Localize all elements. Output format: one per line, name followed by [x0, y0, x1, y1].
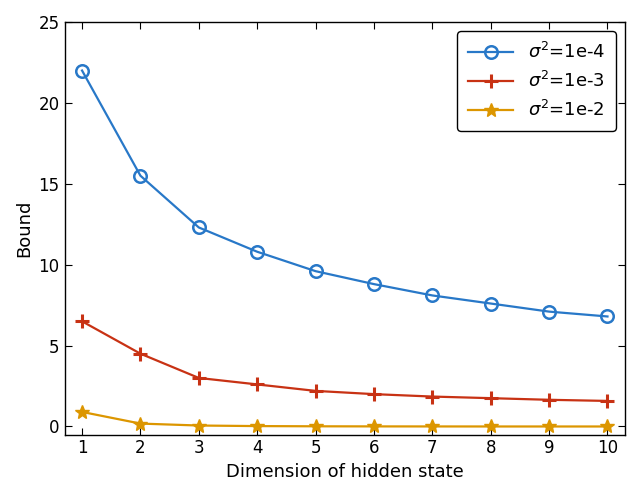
Legend: $\sigma^2$=1e-4, $\sigma^2$=1e-3, $\sigma^2$=1e-2: $\sigma^2$=1e-4, $\sigma^2$=1e-3, $\sigm…: [458, 31, 616, 131]
$\sigma^2$=1e-2: [136, 421, 144, 427]
$\sigma^2$=1e-2: [604, 424, 611, 430]
$\sigma^2$=1e-4: [545, 309, 553, 314]
$\sigma^2$=1e-4: [253, 249, 261, 255]
$\sigma^2$=1e-3: [195, 375, 203, 381]
$\sigma^2$=1e-2: [487, 424, 495, 430]
$\sigma^2$=1e-3: [136, 351, 144, 357]
$\sigma^2$=1e-3: [370, 391, 378, 397]
Line: $\sigma^2$=1e-3: $\sigma^2$=1e-3: [75, 314, 614, 408]
$\sigma^2$=1e-3: [487, 395, 495, 401]
Line: $\sigma^2$=1e-4: $\sigma^2$=1e-4: [76, 64, 614, 323]
$\sigma^2$=1e-4: [136, 173, 144, 179]
$\sigma^2$=1e-2: [78, 409, 86, 415]
$\sigma^2$=1e-4: [487, 301, 495, 307]
$\sigma^2$=1e-2: [370, 424, 378, 430]
$\sigma^2$=1e-3: [253, 381, 261, 387]
$\sigma^2$=1e-3: [78, 318, 86, 324]
Y-axis label: Bound: Bound: [15, 199, 33, 257]
$\sigma^2$=1e-2: [545, 424, 553, 430]
$\sigma^2$=1e-4: [195, 225, 203, 231]
$\sigma^2$=1e-4: [370, 281, 378, 287]
$\sigma^2$=1e-4: [429, 293, 436, 299]
$\sigma^2$=1e-3: [429, 394, 436, 400]
$\sigma^2$=1e-4: [78, 67, 86, 73]
$\sigma^2$=1e-2: [195, 423, 203, 429]
Line: $\sigma^2$=1e-2: $\sigma^2$=1e-2: [75, 405, 614, 434]
$\sigma^2$=1e-4: [312, 268, 319, 274]
$\sigma^2$=1e-3: [604, 398, 611, 404]
X-axis label: Dimension of hidden state: Dimension of hidden state: [226, 463, 463, 481]
$\sigma^2$=1e-3: [545, 397, 553, 403]
$\sigma^2$=1e-2: [429, 424, 436, 430]
$\sigma^2$=1e-3: [312, 388, 319, 394]
$\sigma^2$=1e-2: [312, 423, 319, 429]
$\sigma^2$=1e-4: [604, 313, 611, 319]
$\sigma^2$=1e-2: [253, 423, 261, 429]
